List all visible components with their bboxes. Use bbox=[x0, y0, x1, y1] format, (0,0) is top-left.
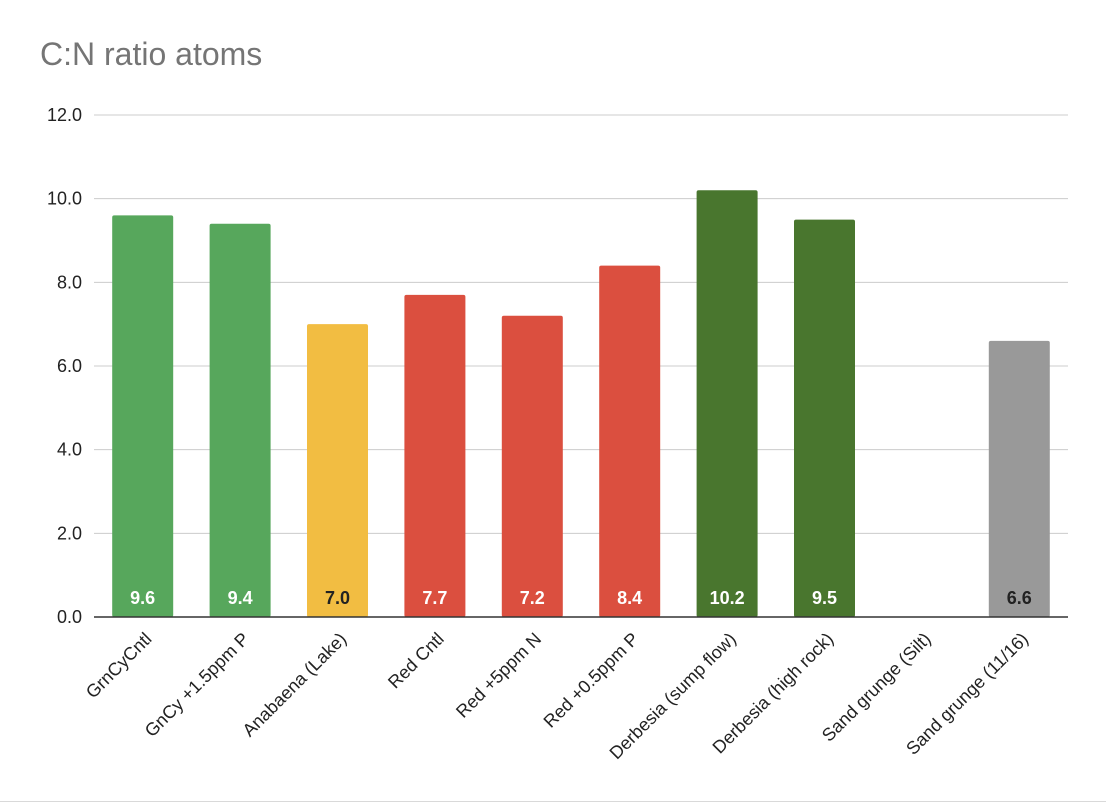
bar bbox=[404, 294, 466, 617]
y-tick-label: 4.0 bbox=[57, 440, 82, 460]
data-label: 7.0 bbox=[325, 588, 350, 608]
data-label: 6.6 bbox=[1007, 588, 1032, 608]
data-label: 8.4 bbox=[617, 588, 642, 608]
data-label: 7.7 bbox=[422, 588, 447, 608]
x-category-label: Red +0.5ppm P bbox=[540, 629, 643, 732]
bar bbox=[307, 324, 368, 617]
data-label: 9.6 bbox=[130, 588, 155, 608]
x-category-label: Red Cntl bbox=[384, 629, 448, 693]
y-tick-label: 6.0 bbox=[57, 356, 82, 376]
bar bbox=[696, 190, 758, 618]
bar bbox=[501, 315, 563, 617]
bar bbox=[112, 215, 174, 617]
data-labels: 9.6 9.4 7.0 7.7 7.2 8.4 10.2 9.5 6.6 bbox=[130, 588, 1032, 608]
y-tick-label: 2.0 bbox=[57, 523, 82, 543]
x-category-label: Anabaena (Lake) bbox=[239, 629, 351, 741]
bars bbox=[112, 190, 1050, 618]
bar bbox=[988, 340, 1050, 617]
y-tick-label: 0.0 bbox=[57, 607, 82, 627]
bar bbox=[599, 265, 661, 617]
data-label: 10.2 bbox=[710, 588, 745, 608]
bottom-divider bbox=[0, 801, 1106, 802]
data-label: 9.5 bbox=[812, 588, 837, 608]
bar bbox=[794, 219, 855, 618]
x-category-label: Red +5ppm N bbox=[452, 629, 545, 722]
data-label: 9.4 bbox=[228, 588, 253, 608]
y-tick-label: 8.0 bbox=[57, 272, 82, 292]
data-label: 7.2 bbox=[520, 588, 545, 608]
x-category-label: GrnCyCntl bbox=[82, 629, 156, 703]
y-tick-label: 12.0 bbox=[47, 105, 82, 125]
x-category-label: Sand grunge (Silt) bbox=[818, 629, 935, 746]
bar bbox=[209, 223, 271, 617]
x-category-label: GnCy +1.5ppm P bbox=[141, 629, 253, 741]
y-tick-label: 10.0 bbox=[47, 189, 82, 209]
chart-title: C:N ratio atoms bbox=[40, 36, 263, 72]
y-axis-ticks: 0.0 2.0 4.0 6.0 8.0 10.0 12.0 bbox=[47, 105, 82, 627]
